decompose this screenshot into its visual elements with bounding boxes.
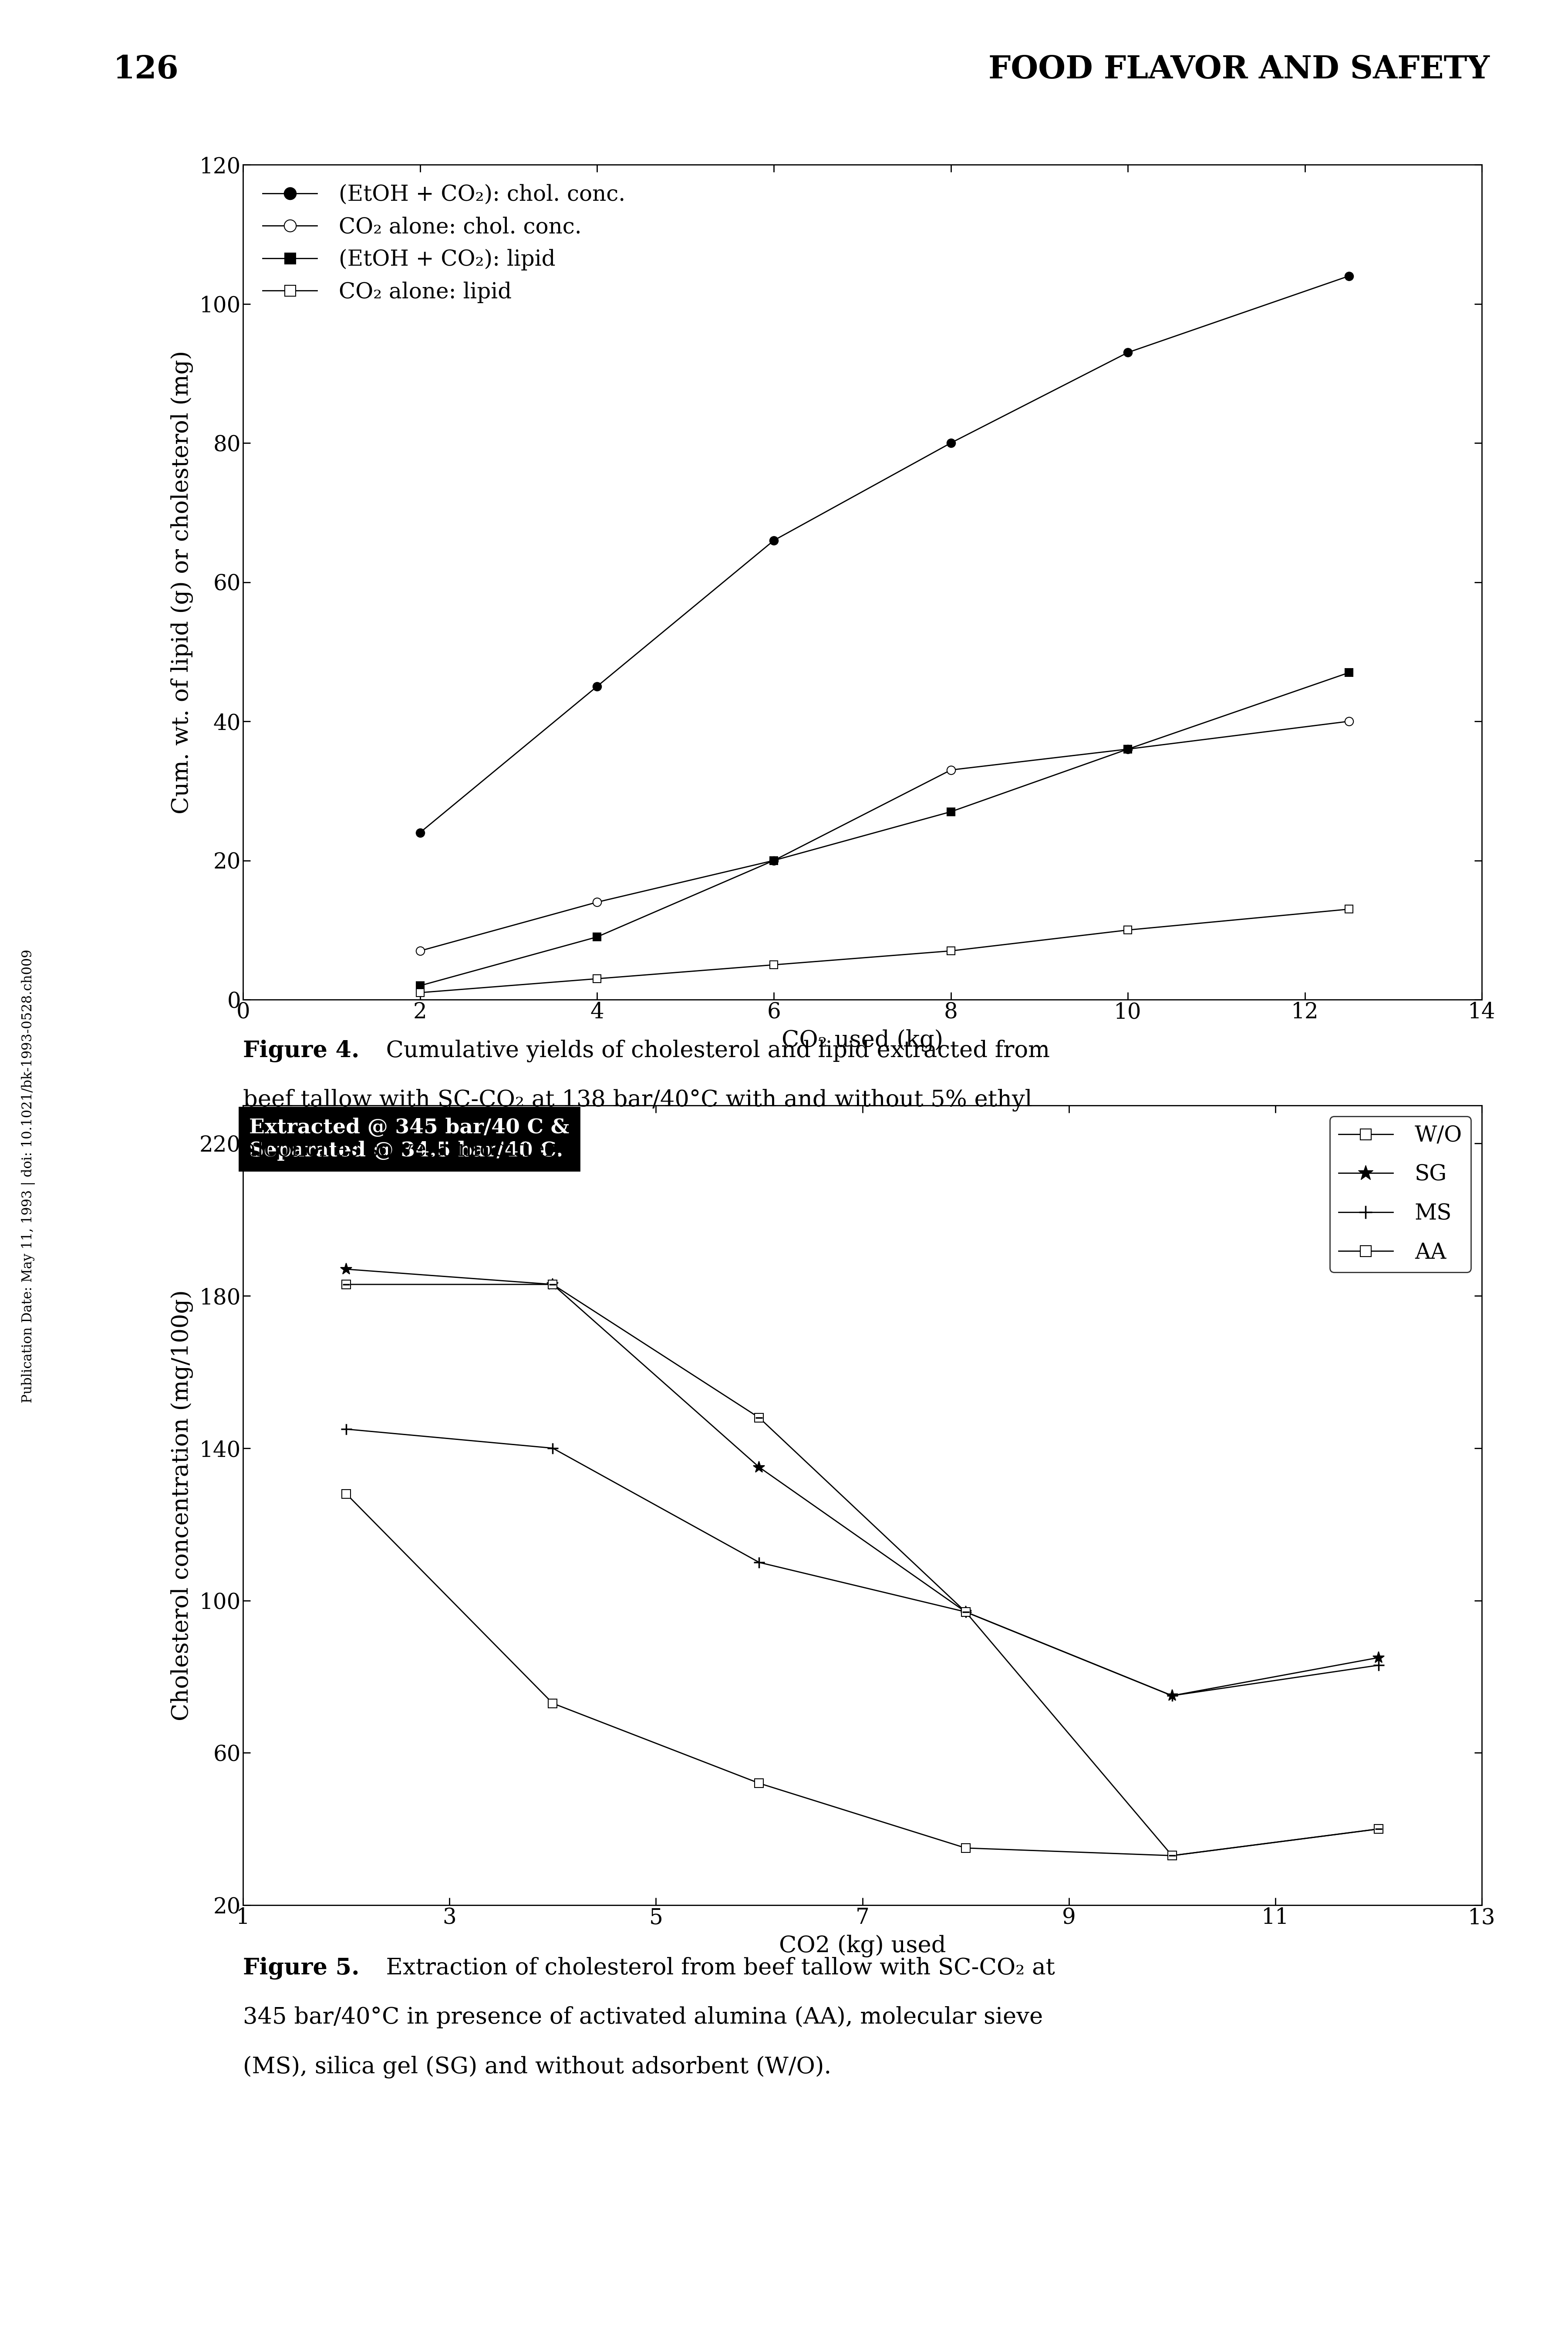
Text: Publication Date: May 11, 1993 | doi: 10.1021/bk-1993-0528.ch009: Publication Date: May 11, 1993 | doi: 10…	[22, 950, 34, 1402]
Text: FOOD FLAVOR AND SAFETY: FOOD FLAVOR AND SAFETY	[988, 54, 1490, 85]
Text: Figure 5.: Figure 5.	[243, 1957, 359, 1980]
Text: beef tallow with SC-CO₂ at 138 bar/40°C with and without 5% ethyl: beef tallow with SC-CO₂ at 138 bar/40°C …	[243, 1089, 1032, 1112]
Y-axis label: Cum. wt. of lipid (g) or cholesterol (mg): Cum. wt. of lipid (g) or cholesterol (mg…	[171, 350, 193, 814]
X-axis label: CO₂ used (kg): CO₂ used (kg)	[781, 1030, 944, 1051]
Text: Extraction of cholesterol from beef tallow with SC-CO₂ at: Extraction of cholesterol from beef tall…	[372, 1957, 1055, 1978]
Text: Figure 4.: Figure 4.	[243, 1040, 359, 1063]
Y-axis label: Cholesterol concentration (mg/100g): Cholesterol concentration (mg/100g)	[171, 1289, 193, 1722]
Text: 126: 126	[113, 54, 179, 85]
Text: Extracted @ 345 bar/40 C &
Separated @ 34.5 bar/40 C.: Extracted @ 345 bar/40 C & Separated @ 3…	[249, 1117, 569, 1160]
Legend: (EtOH + CO₂): chol. conc., CO₂ alone: chol. conc., (EtOH + CO₂): lipid, CO₂ alon: (EtOH + CO₂): chol. conc., CO₂ alone: ch…	[254, 176, 633, 313]
Text: alcohol as solvent modifier.: alcohol as solvent modifier.	[243, 1138, 561, 1160]
Text: (MS), silica gel (SG) and without adsorbent (W/O).: (MS), silica gel (SG) and without adsorb…	[243, 2056, 831, 2079]
Legend: W/O, SG, MS, AA: W/O, SG, MS, AA	[1330, 1117, 1471, 1272]
Text: 345 bar/40°C in presence of activated alumina (AA), molecular sieve: 345 bar/40°C in presence of activated al…	[243, 2006, 1043, 2027]
Text: Cumulative yields of cholesterol and lipid extracted from: Cumulative yields of cholesterol and lip…	[372, 1040, 1051, 1063]
X-axis label: CO2 (kg) used: CO2 (kg) used	[779, 1936, 946, 1957]
